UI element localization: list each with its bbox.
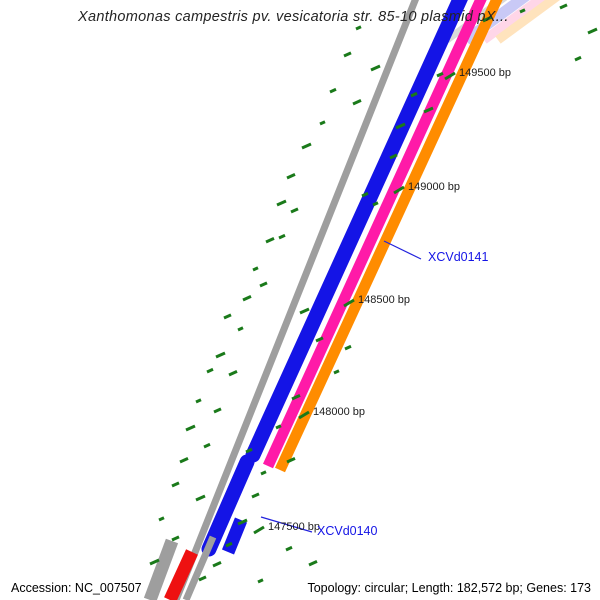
gene-density-tick <box>285 545 293 552</box>
gene-density-tick <box>519 8 526 14</box>
gene-density-tick <box>301 142 312 150</box>
gene-density-tick <box>291 394 301 401</box>
gene-density-tick <box>343 51 352 58</box>
gene-density-tick <box>329 87 337 94</box>
gene-density-tick <box>315 336 324 343</box>
ruler-tick-mark <box>444 71 456 81</box>
gene-label-leader-XCVd0140 <box>260 516 313 533</box>
gene-density-tick <box>344 344 352 351</box>
ruler-tick-mark <box>253 525 265 535</box>
gene-density-tick <box>265 237 275 244</box>
gene-XCVd0141-body <box>245 0 468 463</box>
gene-density-tick <box>290 207 299 214</box>
ruler-tick-mark <box>298 410 310 420</box>
gene-density-tick <box>213 407 222 414</box>
gene-density-tick <box>212 561 222 568</box>
gene-density-tick <box>436 71 444 78</box>
status-bar: Accession: NC_007507 Topology: circular;… <box>0 574 600 600</box>
ruler-tick-label: 147500 bp <box>268 521 320 533</box>
gene-density-tick <box>245 447 253 454</box>
faded-reverse-track <box>481 0 546 44</box>
gene-density-tick <box>171 535 180 542</box>
gene-density-tick <box>275 424 282 430</box>
backbone-track <box>172 0 419 600</box>
gene-density-tick <box>185 424 196 432</box>
red-feature-bottom <box>164 549 198 600</box>
gene-density-tick <box>179 457 189 464</box>
gene-density-tick <box>587 27 598 35</box>
reverse-cds-track <box>262 0 487 469</box>
gene-density-tick <box>225 541 233 548</box>
page-title: Xanthomonas campestris pv. vesicatoria s… <box>78 9 509 25</box>
accession-text: Accession: NC_007507 <box>11 581 142 595</box>
gene-label-leader-XCVd0141 <box>383 240 422 260</box>
gene-density-tick <box>195 494 206 502</box>
gene-density-tick <box>395 122 406 130</box>
gene-density-tick <box>260 470 267 476</box>
gene-density-tick <box>257 578 264 584</box>
gene-density-tick <box>259 281 268 288</box>
ruler-tick-mark <box>343 298 355 308</box>
gene-density-tick <box>278 233 286 240</box>
gray-feature-bottom-2 <box>182 535 217 600</box>
gene-density-tick <box>410 91 418 98</box>
gene-density-tick <box>308 560 318 567</box>
feature-track <box>275 0 503 473</box>
gene-density-tick <box>158 516 165 522</box>
gene-density-tick <box>370 64 381 72</box>
gene-XCVd0140-body <box>201 454 255 557</box>
gene-density-tick <box>286 457 296 464</box>
gene-density-tick <box>352 99 362 106</box>
gene-density-tick <box>195 398 202 404</box>
ruler-tick-label: 149000 bp <box>408 181 460 193</box>
ruler-tick-label: 148000 bp <box>313 406 365 418</box>
gene-density-tick <box>251 492 260 499</box>
gene-density-tick <box>206 367 214 374</box>
genome-summary-text: Topology: circular; Length: 182,572 bp; … <box>307 581 591 595</box>
gene-density-tick <box>286 173 296 180</box>
gene-density-tick <box>171 481 180 488</box>
gene-density-tick <box>423 106 434 114</box>
gene-density-tick <box>559 3 568 10</box>
gene-density-tick <box>276 199 287 207</box>
gene-density-tick <box>252 266 259 272</box>
faded-backbone-track <box>444 0 508 43</box>
gene-density-tick <box>319 120 326 126</box>
gene-density-tick <box>203 442 211 449</box>
gene-density-tick <box>333 369 340 375</box>
gene-density-tick <box>237 326 244 332</box>
gene-density-tick <box>215 351 226 359</box>
gene-density-tick <box>299 307 310 315</box>
faded-feature-track <box>495 0 560 44</box>
gene-density-tick <box>361 191 369 198</box>
gene-density-tick <box>149 558 160 566</box>
gene-density-tick <box>355 25 362 31</box>
blue-feature-bottom <box>221 517 248 555</box>
gene-density-tick <box>242 295 252 302</box>
gene-density-tick <box>198 575 207 582</box>
gray-feature-bottom <box>143 538 179 600</box>
gene-density-tick <box>482 16 492 23</box>
gene-density-tick <box>237 518 248 526</box>
gene-density-tick <box>223 313 232 320</box>
gene-density-tick <box>574 55 582 62</box>
gene-density-tick <box>228 370 238 377</box>
ruler-tick-label: 149500 bp <box>459 67 511 79</box>
gene-density-tick <box>372 201 379 207</box>
ruler-tick-mark <box>393 185 405 195</box>
gene-label-XCVd0140[interactable]: XCVd0140 <box>317 524 378 538</box>
gene-label-XCVd0141[interactable]: XCVd0141 <box>428 250 489 264</box>
gene-density-tick <box>389 153 398 160</box>
ruler-tick-label: 148500 bp <box>358 294 410 306</box>
